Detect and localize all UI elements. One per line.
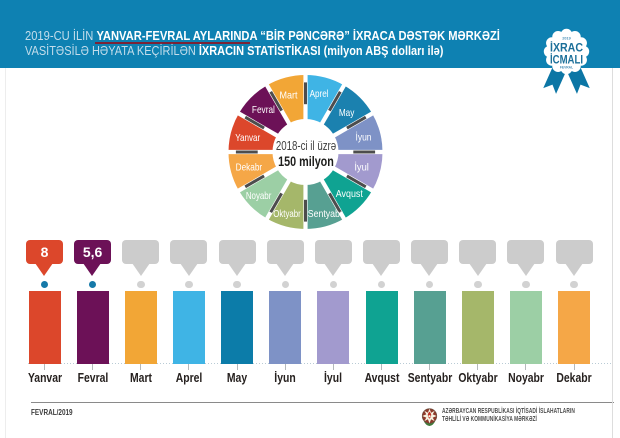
svg-text:Avqust: Avqust <box>336 189 363 200</box>
svg-text:Dekabr: Dekabr <box>236 163 263 174</box>
svg-text:May: May <box>339 108 355 119</box>
svg-text:İCMALI: İCMALI <box>550 53 583 66</box>
svg-text:İyun: İyun <box>356 131 372 144</box>
svg-text:Fevral: Fevral <box>252 105 275 116</box>
svg-text:Noyabr: Noyabr <box>246 191 272 202</box>
svg-text:FEVRAL: FEVRAL <box>560 66 573 70</box>
svg-text:2019: 2019 <box>562 37 570 41</box>
svg-text:İXRAC: İXRAC <box>550 41 583 54</box>
svg-text:Aprel: Aprel <box>310 89 329 100</box>
svg-text:Yanvar: Yanvar <box>235 133 260 144</box>
svg-text:Sentyabr: Sentyabr <box>308 209 343 220</box>
svg-text:İyul: İyul <box>354 161 369 174</box>
svg-text:Oktyabr: Oktyabr <box>273 209 301 220</box>
svg-text:Mart: Mart <box>280 91 298 102</box>
